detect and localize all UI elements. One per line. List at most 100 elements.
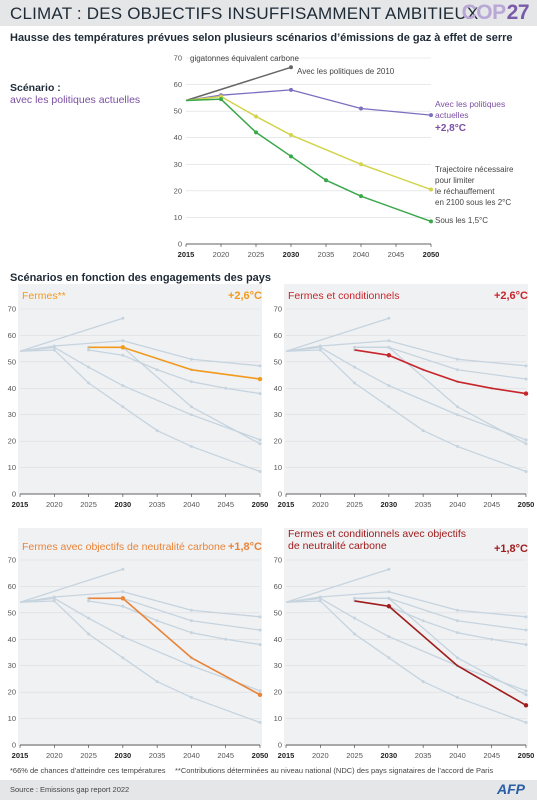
panel-neutralite-background-point-2 <box>121 635 125 639</box>
panel-neutralite-xtick-label: 2050 <box>252 751 269 760</box>
panel-fermes-conditionnels-highlight-point <box>523 391 529 396</box>
label-politiques-2010: Avec les politiques de 2010 <box>297 67 395 76</box>
panel-temp-conditionnels-neutralite: +1,8°C <box>493 543 528 555</box>
panel-conditionnels-neutralite-background-point-4 <box>455 619 459 623</box>
panel-conditionnels-neutralite-ytick-label: 0 <box>278 741 282 750</box>
panel-conditionnels-neutralite-background-line-2 <box>285 597 527 692</box>
section-title-engagements: Scénarios en fonction des engagements de… <box>10 272 272 284</box>
logo-text: COP <box>461 1 507 24</box>
panel-fermes-ytick-label: 50 <box>8 357 16 366</box>
panel-fermes-background-line-3 <box>19 349 261 473</box>
panel-conditionnels-neutralite-xtick-label: 2020 <box>312 751 329 760</box>
main-chart-xtick-label: 2025 <box>248 250 265 259</box>
panel-conditionnels-neutralite-xtick-label: 2035 <box>415 751 432 760</box>
panel-neutralite-background-point-3 <box>52 599 56 603</box>
panel-fermes-conditionnels-ytick-label: 50 <box>274 357 282 366</box>
panel-background-fermes <box>18 284 262 494</box>
panel-fermes-background-point-5 <box>121 353 125 357</box>
panel-fermes-background-point-3 <box>52 348 56 352</box>
panel-fermes-conditionnels-xtick-label: 2025 <box>346 500 363 509</box>
panel-conditionnels-neutralite-background-point-1 <box>524 615 528 619</box>
panel-conditionnels-neutralite-background-point-2 <box>318 596 322 600</box>
panel-conditionnels-neutralite-background-point-5 <box>490 637 494 641</box>
panel-conditionnels-neutralite-background-point-2 <box>387 635 391 639</box>
series-trajectoire-2c-point <box>254 114 258 119</box>
panel-title-fermes: Fermes** <box>22 290 66 302</box>
panel-conditionnels-neutralite-ytick-label: 70 <box>274 556 282 565</box>
panel-fermes-ytick-label: 30 <box>8 410 16 419</box>
label-trajectoire-2c-line2: pour limiter <box>435 176 475 185</box>
panel-fermes-conditionnels-background-point-2 <box>387 384 391 388</box>
panel-conditionnels-neutralite-background-line-3 <box>285 600 527 724</box>
panel-fermes-conditionnels-background-point-4 <box>455 368 459 372</box>
panel-conditionnels-neutralite-background-point-5 <box>421 619 425 623</box>
footnote-probability: *66% de chances d’atteindre ces températ… <box>10 766 166 775</box>
main-chart-ylabel: gigatonnes équivalent carbone <box>190 54 300 63</box>
panel-fermes-background-point-1 <box>189 357 193 361</box>
panel-neutralite-background-point-4 <box>258 628 262 632</box>
panel-fermes-conditionnels-xtick-label: 2035 <box>415 500 432 509</box>
main-chart-xtick-label: 2030 <box>283 250 300 259</box>
panel-fermes-ytick-label: 40 <box>8 384 16 393</box>
panel-fermes-conditionnels-xtick-label: 2015 <box>278 500 295 509</box>
panel-fermes-ytick-label: 0 <box>12 490 16 499</box>
panel-fermes-conditionnels-background-point-6 <box>353 345 357 349</box>
panel-fermes-conditionnels-background-line-6 <box>354 346 527 445</box>
panel-conditionnels-neutralite-highlight-point <box>523 703 529 708</box>
panel-conditionnels-neutralite-background-line-6 <box>354 597 527 696</box>
panel-fermes-conditionnels-background-line-3 <box>285 349 527 473</box>
panel-fermes-ytick-label: 60 <box>8 331 16 340</box>
panel-conditionnels-neutralite-background-point-1 <box>455 608 459 612</box>
panel-fermes-conditionnels-background-point-1 <box>387 339 391 343</box>
panel-neutralite-ytick-label: 10 <box>8 714 16 723</box>
panel-conditionnels-neutralite-background-point-2 <box>353 616 357 620</box>
series-politiques-actuelles-point <box>359 106 363 111</box>
main-chart-xtick-label: 2020 <box>213 250 230 259</box>
panel-fermes-background-point-2 <box>258 438 262 442</box>
panel-conditionnels-neutralite-background-point-6 <box>387 596 391 600</box>
panel-neutralite-highlight-point <box>120 596 126 601</box>
label-politiques-actuelles-line1: Avec les politiques <box>435 99 505 109</box>
panel-title-neutralite: Fermes avec objectifs de neutralité carb… <box>22 541 226 553</box>
series-sous-1-5c-point <box>324 178 328 183</box>
panel-fermes-conditionnels-background-point-6 <box>387 345 391 349</box>
panel-conditionnels-neutralite-background-point-3 <box>455 695 459 699</box>
panel-conditionnels-neutralite-background-point-2 <box>524 689 528 693</box>
panel-fermes-xtick-label: 2030 <box>115 500 132 509</box>
panel-conditionnels-neutralite-xtick-label: 2050 <box>518 751 535 760</box>
series-politiques-2010-line <box>185 66 292 102</box>
panel-fermes-conditionnels-background-point-3 <box>318 348 322 352</box>
panel-fermes-background-point-1 <box>121 339 125 343</box>
panel-neutralite-highlight-line <box>88 597 261 696</box>
panel-conditionnels-neutralite-background-point-3 <box>421 680 425 684</box>
panel-fermes-conditionnels-xtick-label: 2045 <box>483 500 500 509</box>
logo-number: 27 <box>506 1 530 24</box>
panel-fermes-conditionnels-xtick-label: 2020 <box>312 500 329 509</box>
panel-fermes-xtick-label: 2040 <box>183 500 200 509</box>
panel-neutralite-background-point-5 <box>87 599 91 603</box>
panel-conditionnels-neutralite-background-point-6 <box>455 656 459 660</box>
panel-neutralite-xtick-label: 2020 <box>46 751 63 760</box>
panel-title-fermes-conditionnels: Fermes et conditionnels <box>288 290 400 302</box>
panel-fermes-conditionnels-ytick-label: 60 <box>274 331 282 340</box>
panel-conditionnels-neutralite-background-point-3 <box>353 632 357 636</box>
panel-fermes-conditionnels-ytick-label: 0 <box>278 490 282 499</box>
panel-fermes-highlight-point <box>257 376 263 382</box>
panel-conditionnels-neutralite-xtick-label: 2025 <box>346 751 363 760</box>
panel-fermes-background-point-5 <box>258 392 262 396</box>
panel-conditionnels-neutralite-ytick-label: 30 <box>274 661 282 670</box>
label-trajectoire-2c-line1: Trajectoire nécessaire <box>435 165 514 174</box>
page-title: CLIMAT : DES OBJECTIFS INSUFFISAMMENT AM… <box>10 4 479 23</box>
panel-conditionnels-neutralite-background-point-3 <box>318 599 322 603</box>
panel-fermes-background-point-1 <box>258 364 262 368</box>
panel-neutralite-background-point-1 <box>258 615 262 619</box>
panel-conditionnels-neutralite-xtick-label: 2040 <box>449 751 466 760</box>
main-chart-xtick-label: 2035 <box>318 250 335 259</box>
panel-background-neutralite <box>18 528 262 746</box>
main-chart-subtitle: Hausse des températures prévues selon pl… <box>10 32 513 44</box>
panel-temp-fermes-conditionnels: +2,6°C <box>493 290 528 302</box>
panel-fermes-background-point-2 <box>52 345 56 349</box>
footer-bar: Source : Emissions gap report 2022 AFP <box>0 780 537 800</box>
main-chart-xtick-label: 2045 <box>388 250 405 259</box>
panel-conditionnels-neutralite-ytick-label: 10 <box>274 714 282 723</box>
